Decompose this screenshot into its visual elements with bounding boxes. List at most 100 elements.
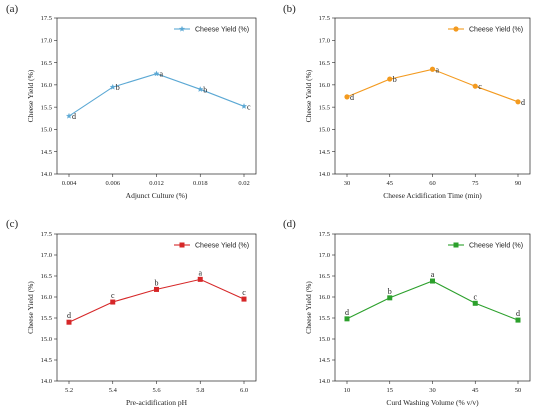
y-tick-label: 14.0 (319, 171, 330, 178)
x-tick-label: 45 (387, 180, 394, 187)
data-point (515, 99, 521, 105)
significance-label: d (345, 308, 349, 317)
y-axis-label: Cheese Yield (%) (304, 281, 313, 334)
data-point (387, 295, 393, 301)
data-point (154, 286, 159, 292)
plot-frame (56, 233, 257, 382)
x-tick-label: 0.02 (238, 180, 249, 187)
chart-panel: (d) 14.0 14.5 15.0 15.5 16.0 16.5 17.0 17.5 10 15 3… (283, 218, 531, 407)
data-point (197, 276, 203, 282)
y-tick-label: 16.5 (319, 273, 330, 280)
legend-label: Cheese Yield (%) (469, 27, 523, 34)
y-tick-label: 14.0 (41, 378, 52, 385)
chart-panel: (b) 14.0 14.5 15.0 15.5 16.0 16.5 17.0 17.5 30 45 6… (283, 3, 531, 200)
y-tick-label: 17.5 (41, 15, 52, 22)
x-tick-label: 5.2 (65, 387, 73, 394)
y-tick-label: 16.0 (41, 82, 52, 89)
y-tick-label: 15.5 (41, 315, 52, 322)
x-tick-label: 6.0 (240, 387, 248, 394)
x-tick-label: 5.4 (109, 387, 118, 394)
y-tick-label: 16.5 (41, 60, 52, 67)
plot-frame (334, 233, 531, 382)
chart-panel: (c) 14.0 14.5 15.0 15.5 16.0 16.5 17.0 17.5 5.2 5.… (6, 218, 257, 407)
significance-label: c (478, 82, 482, 91)
y-tick-label: 16.0 (319, 294, 330, 301)
y-tick-label: 15.0 (319, 127, 330, 134)
y-tick-label: 16.0 (319, 82, 330, 89)
significance-label: a (160, 70, 164, 79)
data-point (472, 83, 478, 89)
significance-label: c (242, 288, 246, 297)
y-tick-label: 14.5 (41, 149, 52, 156)
y-tick-label: 16.0 (41, 294, 52, 301)
x-tick-label: 75 (472, 180, 479, 187)
data-point (472, 300, 478, 306)
data-point (109, 83, 116, 90)
x-tick-label: 0.006 (105, 180, 120, 187)
x-tick-label: 30 (344, 180, 351, 187)
y-tick-label: 14.5 (319, 357, 330, 364)
y-tick-label: 14.0 (41, 171, 52, 178)
x-tick-label: 45 (472, 387, 479, 394)
x-tick-label: 50 (515, 387, 522, 394)
y-tick-label: 16.5 (41, 273, 52, 280)
chart-panel: (a) 14.0 14.5 15.0 15.5 16.0 16.5 17.0 17.5 0.004… (6, 3, 257, 200)
x-tick-label: 0.012 (149, 180, 164, 187)
y-tick-label: 15.5 (41, 104, 52, 111)
series-line (346, 68, 519, 103)
legend-swatch-marker (178, 25, 186, 32)
panel-letter: (b) (283, 3, 296, 15)
significance-label: a (436, 65, 440, 74)
significance-label: b (116, 83, 120, 92)
x-tick-label: 15 (387, 387, 394, 394)
y-tick-label: 17.5 (319, 231, 330, 238)
y-axis-label: Cheese Yield (%) (26, 281, 35, 334)
legend-swatch-marker (179, 242, 185, 248)
y-tick-label: 16.5 (319, 60, 330, 67)
x-tick-label: 60 (429, 180, 436, 187)
y-tick-label: 17.5 (319, 15, 330, 22)
data-point (66, 319, 72, 325)
data-point (430, 278, 435, 284)
data-point (429, 66, 436, 72)
significance-label: b (155, 278, 159, 287)
y-tick-label: 14.0 (319, 378, 330, 385)
x-tick-label: 0.004 (62, 180, 77, 187)
significance-label: b (203, 85, 207, 94)
data-point (153, 70, 160, 77)
plot-frame (56, 17, 257, 175)
data-point (65, 112, 73, 119)
significance-label: c (247, 102, 251, 111)
significance-label: b (393, 75, 397, 84)
y-axis-label: Cheese Yield (%) (304, 69, 313, 122)
significance-label: d (516, 309, 520, 318)
x-tick-label: 30 (429, 387, 436, 394)
significance-label: c (111, 291, 115, 300)
x-axis-label: Cheese Acidification Time (min) (383, 191, 482, 200)
data-point (344, 316, 350, 322)
data-point (241, 296, 247, 302)
x-axis-label: Pre-acidification pH (126, 398, 188, 407)
series-line (68, 73, 245, 117)
x-tick-label: 0.018 (193, 180, 208, 187)
y-tick-label: 17.0 (41, 37, 52, 44)
legend-label: Cheese Yield (%) (195, 27, 249, 34)
significance-label: a (198, 268, 202, 277)
significance-label: c (473, 292, 477, 301)
significance-label: d (521, 98, 525, 107)
data-point (110, 299, 116, 305)
x-tick-label: 90 (515, 180, 522, 187)
y-tick-label: 15.0 (319, 336, 330, 343)
significance-label: a (431, 270, 435, 279)
y-tick-label: 15.5 (319, 104, 330, 111)
y-tick-label: 14.5 (41, 357, 52, 364)
panel-letter: (a) (6, 3, 19, 15)
series-line (346, 280, 519, 321)
panel-letter: (c) (6, 218, 19, 230)
y-tick-label: 14.5 (319, 149, 330, 156)
x-tick-label: 10 (344, 387, 351, 394)
legend-label: Cheese Yield (%) (195, 243, 249, 250)
data-point (240, 103, 248, 109)
data-point (387, 76, 393, 82)
